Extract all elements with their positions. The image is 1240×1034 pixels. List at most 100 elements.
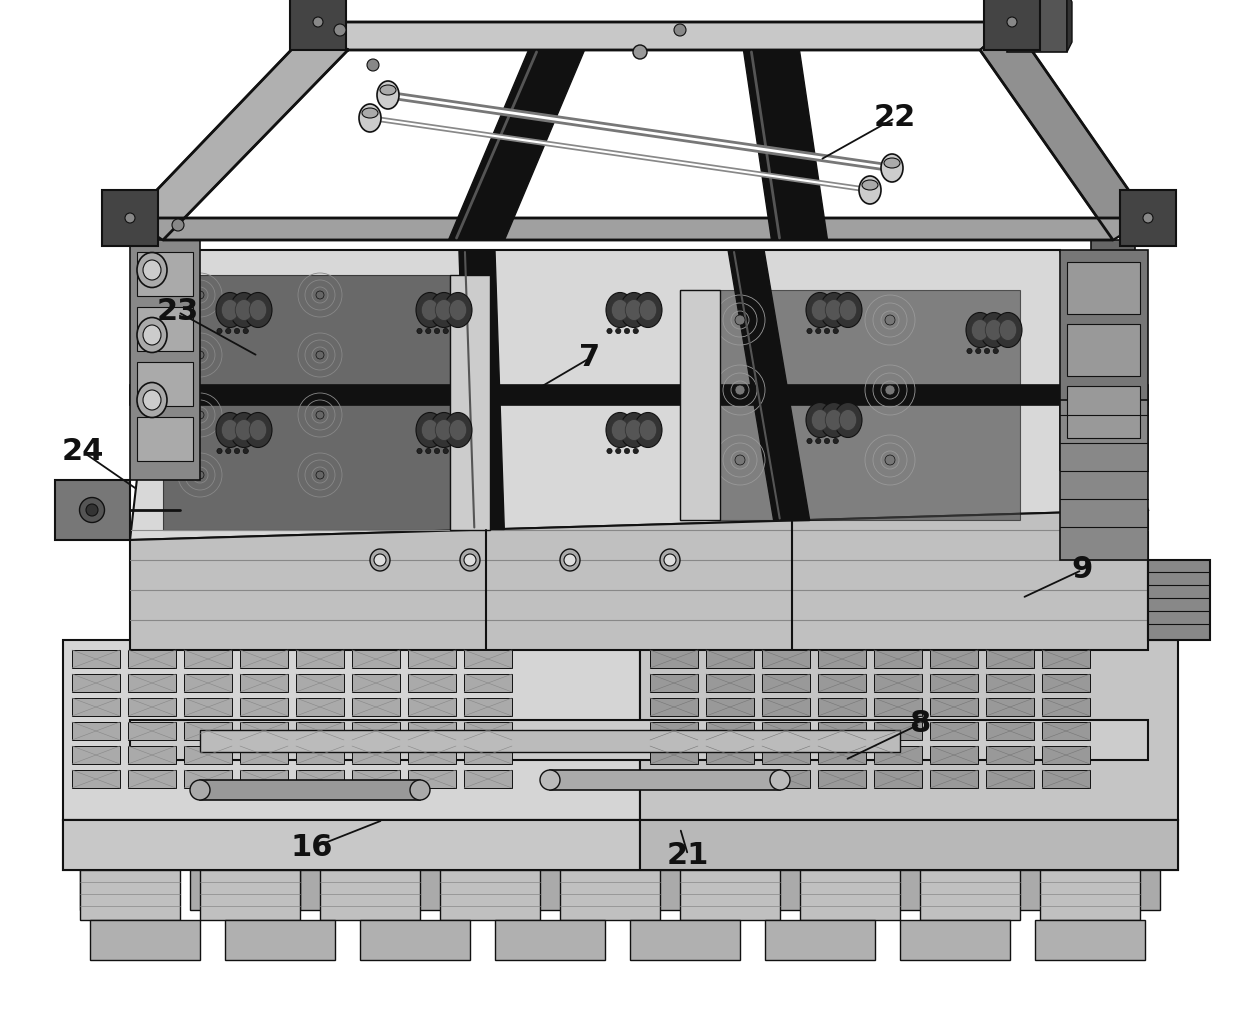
Ellipse shape: [374, 554, 386, 566]
Polygon shape: [640, 820, 1178, 870]
Ellipse shape: [86, 504, 98, 516]
Ellipse shape: [634, 449, 639, 454]
Ellipse shape: [425, 329, 430, 334]
Polygon shape: [560, 870, 660, 920]
Polygon shape: [128, 698, 176, 716]
Polygon shape: [1120, 190, 1176, 246]
Polygon shape: [130, 510, 1148, 650]
Polygon shape: [818, 722, 866, 740]
Ellipse shape: [443, 449, 449, 454]
Ellipse shape: [312, 17, 322, 27]
Ellipse shape: [833, 329, 838, 334]
Ellipse shape: [640, 300, 657, 321]
Polygon shape: [706, 698, 754, 716]
Text: 9: 9: [1071, 555, 1092, 584]
Polygon shape: [763, 698, 810, 716]
Polygon shape: [930, 674, 978, 692]
Ellipse shape: [632, 45, 647, 59]
Polygon shape: [81, 870, 170, 910]
Polygon shape: [352, 770, 401, 788]
Polygon shape: [130, 720, 1148, 760]
Polygon shape: [800, 870, 900, 920]
Polygon shape: [440, 870, 539, 920]
Polygon shape: [1148, 560, 1210, 640]
Ellipse shape: [835, 402, 862, 437]
Polygon shape: [410, 870, 500, 910]
Ellipse shape: [430, 413, 458, 448]
Ellipse shape: [967, 348, 972, 354]
Polygon shape: [1035, 920, 1145, 960]
Ellipse shape: [820, 402, 848, 437]
Ellipse shape: [434, 329, 440, 334]
Polygon shape: [72, 674, 120, 692]
Ellipse shape: [417, 449, 422, 454]
Ellipse shape: [816, 438, 821, 444]
Ellipse shape: [136, 317, 167, 353]
Ellipse shape: [1143, 213, 1153, 223]
Polygon shape: [874, 746, 923, 764]
Ellipse shape: [443, 329, 449, 334]
Ellipse shape: [143, 260, 161, 280]
Polygon shape: [72, 650, 120, 668]
Ellipse shape: [611, 300, 629, 321]
Ellipse shape: [663, 554, 676, 566]
Polygon shape: [1042, 674, 1090, 692]
Polygon shape: [960, 870, 1050, 910]
Polygon shape: [408, 722, 456, 740]
Polygon shape: [162, 275, 450, 530]
Ellipse shape: [634, 413, 662, 448]
Polygon shape: [980, 22, 1148, 240]
Ellipse shape: [539, 770, 560, 790]
Ellipse shape: [334, 24, 346, 36]
Polygon shape: [408, 674, 456, 692]
Polygon shape: [320, 870, 420, 920]
Ellipse shape: [422, 300, 439, 321]
Polygon shape: [520, 870, 610, 910]
Polygon shape: [55, 480, 130, 540]
Ellipse shape: [430, 293, 458, 328]
Polygon shape: [1042, 698, 1090, 716]
Ellipse shape: [885, 315, 895, 325]
Polygon shape: [930, 698, 978, 716]
Polygon shape: [296, 770, 343, 788]
Ellipse shape: [196, 351, 205, 359]
Ellipse shape: [444, 293, 472, 328]
Ellipse shape: [229, 293, 258, 328]
Polygon shape: [296, 746, 343, 764]
Ellipse shape: [221, 420, 239, 440]
Ellipse shape: [560, 549, 580, 571]
Polygon shape: [1042, 746, 1090, 764]
Ellipse shape: [606, 413, 634, 448]
Ellipse shape: [221, 300, 239, 321]
Polygon shape: [930, 770, 978, 788]
Polygon shape: [224, 920, 335, 960]
Polygon shape: [1091, 240, 1135, 430]
Polygon shape: [874, 650, 923, 668]
Ellipse shape: [196, 291, 205, 299]
Ellipse shape: [735, 385, 745, 395]
Ellipse shape: [859, 176, 880, 204]
Polygon shape: [763, 746, 810, 764]
Polygon shape: [102, 190, 157, 246]
Polygon shape: [184, 674, 232, 692]
Ellipse shape: [986, 320, 1003, 340]
Ellipse shape: [370, 549, 391, 571]
Polygon shape: [874, 722, 923, 740]
Ellipse shape: [172, 219, 184, 231]
Polygon shape: [136, 362, 193, 406]
Ellipse shape: [625, 300, 642, 321]
Ellipse shape: [807, 438, 812, 444]
Ellipse shape: [971, 320, 988, 340]
Polygon shape: [464, 770, 512, 788]
Text: 23: 23: [157, 298, 200, 327]
Polygon shape: [744, 50, 827, 240]
Polygon shape: [1066, 386, 1140, 438]
Polygon shape: [449, 50, 584, 240]
Polygon shape: [986, 674, 1034, 692]
Polygon shape: [930, 746, 978, 764]
Ellipse shape: [316, 472, 324, 479]
Polygon shape: [184, 770, 232, 788]
Ellipse shape: [625, 420, 642, 440]
Polygon shape: [849, 870, 940, 910]
Polygon shape: [464, 746, 512, 764]
